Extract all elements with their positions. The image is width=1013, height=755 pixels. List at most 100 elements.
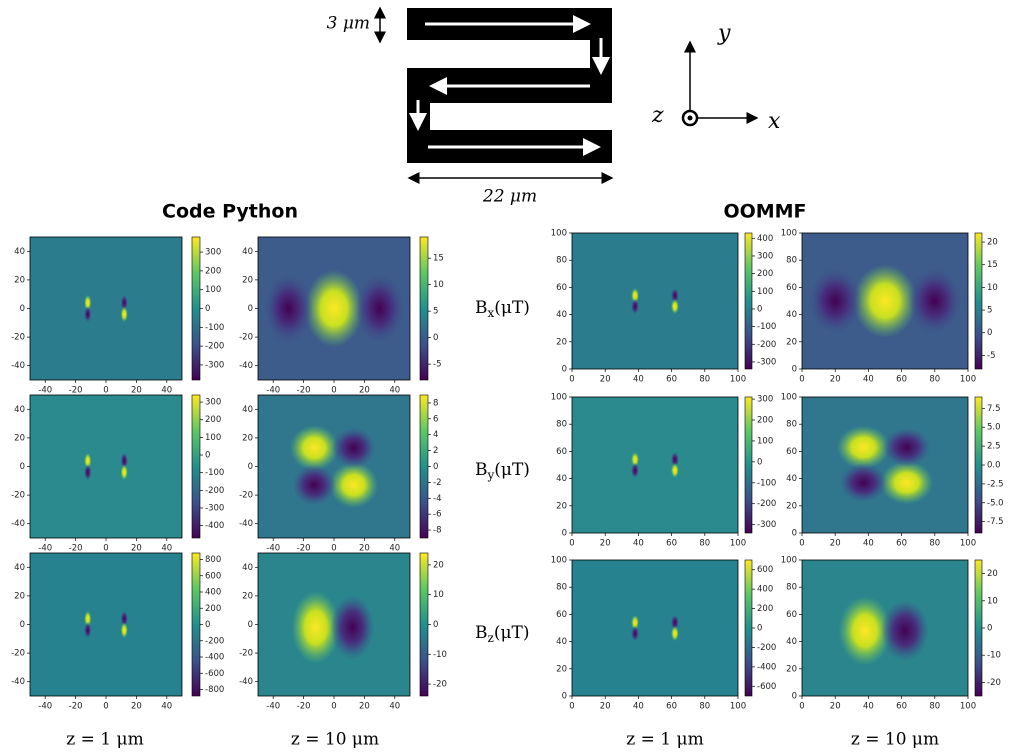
y-tick-label: 40 bbox=[556, 310, 567, 320]
colorbar-tick-label: -300 bbox=[757, 520, 776, 530]
y-tick-label: 100 bbox=[551, 556, 567, 566]
colorbar-tick-label: -600 bbox=[205, 669, 224, 679]
field-lobe bbox=[853, 264, 917, 338]
colorbar-tick-label: 6 bbox=[433, 414, 438, 424]
y-tick-label: 20 bbox=[242, 433, 253, 443]
y-tick-label: -20 bbox=[239, 333, 253, 343]
y-tick-label: 20 bbox=[242, 591, 253, 601]
y-tick-label: 20 bbox=[14, 433, 25, 443]
y-tick-label: 0 bbox=[20, 462, 25, 472]
heatmap-panel bbox=[571, 232, 739, 370]
x-tick-label: 40 bbox=[161, 702, 172, 712]
colorbar bbox=[744, 232, 753, 370]
x-tick-label: 80 bbox=[699, 539, 710, 549]
length-label: 22 μm bbox=[482, 187, 537, 207]
x-tick-label: -40 bbox=[266, 386, 280, 396]
colorbar bbox=[974, 232, 983, 370]
colorbar-tick-label: -20 bbox=[987, 678, 1001, 688]
colorbar-tick-label: 300 bbox=[757, 395, 773, 405]
row-label: By(μT) bbox=[475, 460, 530, 482]
colorbar bbox=[974, 559, 983, 697]
x-tick-label: 0 bbox=[569, 539, 574, 549]
x-tick-label: 100 bbox=[960, 539, 976, 549]
y-tick-label: 20 bbox=[556, 337, 567, 347]
x-tick-label: 80 bbox=[929, 702, 940, 712]
colorbar-tick-label: -200 bbox=[205, 486, 224, 496]
field-lobe bbox=[631, 625, 640, 642]
y-tick-label: 20 bbox=[786, 337, 797, 347]
x-tick-label: 0 bbox=[799, 702, 804, 712]
y-tick-label: 40 bbox=[786, 310, 797, 320]
x-tick-label: 0 bbox=[569, 375, 574, 385]
colorbar-tick-label: -5 bbox=[433, 360, 441, 370]
field-lobe bbox=[631, 298, 640, 315]
colorbar-tick-label: -400 bbox=[757, 662, 776, 672]
heatmap-panel bbox=[29, 236, 183, 381]
x-tick-label: 100 bbox=[730, 539, 746, 549]
field-lobe bbox=[289, 425, 339, 471]
row-subscript: x bbox=[488, 306, 495, 320]
y-tick-label: 20 bbox=[14, 591, 25, 601]
y-tick-label: 80 bbox=[786, 583, 797, 593]
colorbar-tick-label: -100 bbox=[757, 322, 776, 332]
colorbar bbox=[974, 396, 983, 534]
colorbar bbox=[191, 236, 201, 381]
colorbar-tick-label: 600 bbox=[757, 565, 773, 575]
colorbar-tick-label: -2 bbox=[433, 478, 441, 488]
colorbar-tick-label: 0 bbox=[757, 624, 762, 634]
x-tick-label: 80 bbox=[929, 539, 940, 549]
colorbar-tick-label: -200 bbox=[205, 342, 224, 352]
colorbar-tick-label: -400 bbox=[205, 653, 224, 663]
colorbar-tick-label: -100 bbox=[757, 478, 776, 488]
field-lobe bbox=[670, 614, 679, 631]
y-tick-label: 60 bbox=[786, 610, 797, 620]
colorbar-tick-label: 8 bbox=[433, 398, 438, 408]
x-tick-label: -40 bbox=[38, 702, 52, 712]
field-lobe bbox=[631, 287, 640, 304]
field-lobe bbox=[329, 462, 379, 508]
heatmap-panel bbox=[29, 394, 183, 539]
x-tick-label: -20 bbox=[69, 386, 83, 396]
colorbar-tick-label: 200 bbox=[757, 604, 773, 614]
y-tick-label: 40 bbox=[242, 247, 253, 257]
y-tick-label: 0 bbox=[792, 529, 797, 539]
colorbar-tick-label: -300 bbox=[205, 360, 224, 370]
x-tick-label: 40 bbox=[863, 702, 874, 712]
y-tick-label: 0 bbox=[562, 692, 567, 702]
colorbar bbox=[191, 394, 201, 539]
field-lobe bbox=[839, 463, 888, 503]
row-unit: (μT) bbox=[494, 460, 530, 480]
x-tick-label: 80 bbox=[929, 375, 940, 385]
column-title: OOMMF bbox=[723, 201, 806, 223]
colorbar-tick-label: 100 bbox=[757, 436, 773, 446]
field-lobe bbox=[355, 274, 404, 343]
x-tick-label: 40 bbox=[633, 539, 644, 549]
colorbar-tick-label: 5.0 bbox=[987, 423, 1001, 433]
colorbar-tick-label: -10 bbox=[987, 651, 1001, 661]
row-subscript: y bbox=[487, 468, 495, 482]
x-tick-label: 20 bbox=[830, 375, 841, 385]
y-tick-label: 100 bbox=[781, 556, 797, 566]
column-title: Code Python bbox=[162, 201, 298, 223]
field-lobe bbox=[120, 452, 128, 469]
colorbar-tick-label: 300 bbox=[757, 251, 773, 261]
x-tick-label: 0 bbox=[569, 702, 574, 712]
colorbar-tick-label: -600 bbox=[757, 682, 776, 692]
field-lobe bbox=[120, 622, 128, 639]
field-lobe bbox=[631, 614, 640, 631]
colorbar-tick-label: 200 bbox=[205, 604, 221, 614]
y-tick-label: 0 bbox=[792, 365, 797, 375]
colorbar-tick-label: -8 bbox=[433, 526, 441, 536]
x-tick-label: 20 bbox=[131, 702, 142, 712]
y-tick-label: 20 bbox=[242, 275, 253, 285]
heatmap bbox=[29, 394, 183, 539]
colorbar-tick-label: -300 bbox=[205, 503, 224, 513]
heatmap-panel bbox=[29, 552, 183, 697]
field-lobe bbox=[84, 622, 92, 639]
colorbar-tick-label: -20 bbox=[433, 680, 447, 690]
y-tick-label: 60 bbox=[556, 283, 567, 293]
heatmap bbox=[801, 396, 969, 534]
row-symbol: B bbox=[475, 298, 488, 318]
field-lobe bbox=[120, 610, 128, 627]
field-lobe bbox=[292, 464, 337, 506]
